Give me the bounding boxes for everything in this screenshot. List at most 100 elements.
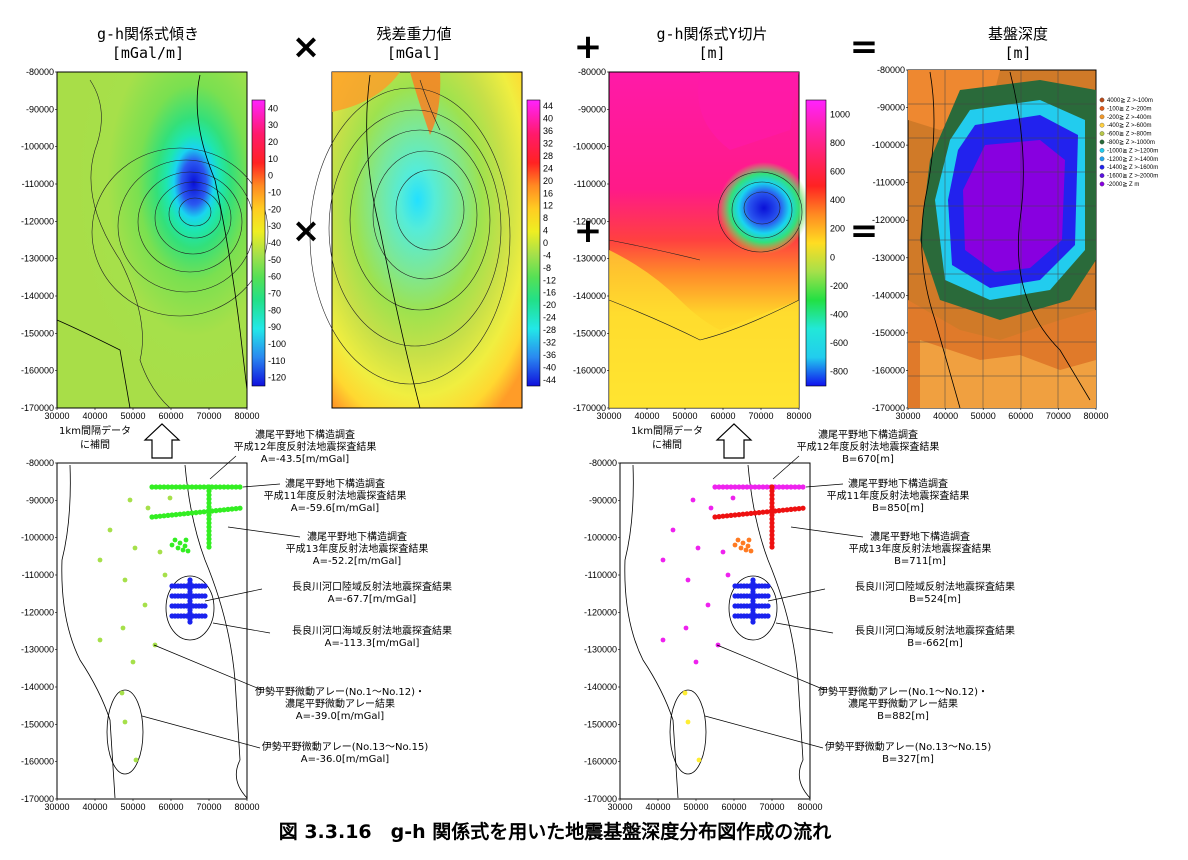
colorbar-label: 28 bbox=[543, 151, 553, 161]
y-tick-label: -90000 bbox=[578, 104, 606, 114]
x-tick-label: 40000 bbox=[82, 802, 107, 812]
survey-point bbox=[736, 484, 742, 490]
y-tick-label: -130000 bbox=[573, 254, 606, 264]
leader-line bbox=[775, 622, 834, 634]
x-tick-label: 60000 bbox=[1008, 411, 1033, 421]
survey-point bbox=[765, 593, 771, 599]
survey-point bbox=[169, 484, 175, 490]
survey-point bbox=[177, 511, 183, 517]
colorbar-label: -200 bbox=[830, 281, 848, 291]
survey-point bbox=[695, 545, 701, 551]
map-depth-grid bbox=[908, 70, 1096, 408]
colorbar-label: -44 bbox=[543, 375, 556, 385]
y-tick-label: -150000 bbox=[584, 719, 617, 729]
survey-point bbox=[189, 510, 195, 516]
survey-point bbox=[740, 511, 746, 517]
colorbar-label: -30 bbox=[268, 221, 281, 231]
y-tick-label: -170000 bbox=[872, 403, 905, 413]
survey-point bbox=[670, 527, 676, 533]
colorbar-label: 0 bbox=[543, 238, 548, 248]
y-tick-label: -120000 bbox=[872, 215, 905, 225]
axes-bottom: -80000 -90000 -100000 -110000 -120000 -130000… bbox=[21, 458, 823, 812]
leader-line bbox=[716, 644, 826, 691]
survey-point bbox=[720, 484, 726, 490]
legend-swatch bbox=[1099, 181, 1105, 187]
survey-point bbox=[769, 496, 775, 502]
title-slope-line1: g-h関係式傾き bbox=[97, 25, 199, 43]
survey-point bbox=[716, 514, 722, 520]
title-residual-line2: [mGal] bbox=[387, 44, 441, 62]
colorbar-label: -60 bbox=[268, 272, 281, 282]
map-intercept-contours bbox=[608, 171, 803, 341]
y-tick-label: -80000 bbox=[589, 458, 617, 468]
colorbar-label: 600 bbox=[830, 167, 845, 177]
survey-point bbox=[800, 484, 806, 490]
survey-point bbox=[769, 504, 775, 510]
y-tick-label: -110000 bbox=[22, 570, 54, 580]
survey-point bbox=[796, 484, 802, 490]
survey-point bbox=[161, 484, 167, 490]
survey-point bbox=[732, 512, 738, 518]
colorbar-label: -4 bbox=[543, 250, 551, 260]
survey-point bbox=[720, 549, 726, 555]
x-tick-label: 30000 bbox=[895, 411, 920, 421]
survey-point bbox=[769, 492, 775, 498]
y-tick-label: -130000 bbox=[872, 253, 905, 263]
survey-point bbox=[206, 516, 212, 522]
survey-point bbox=[206, 492, 212, 498]
y-tick-label: -120000 bbox=[584, 607, 617, 617]
y-tick-label: -90000 bbox=[26, 495, 54, 505]
survey-point bbox=[217, 484, 223, 490]
leader-line bbox=[204, 588, 263, 602]
survey-point bbox=[213, 484, 219, 490]
survey-point bbox=[720, 513, 726, 519]
survey-point bbox=[788, 484, 794, 490]
title-residual-line1: 残差重力値 bbox=[376, 25, 451, 43]
annotation-line: 平成11年度反射法地震探査結果 bbox=[827, 489, 970, 502]
survey-point bbox=[683, 625, 689, 631]
legend-label: -600≧ Z >-800m bbox=[1107, 132, 1152, 138]
survey-point bbox=[177, 540, 183, 546]
y-tick-label: -100000 bbox=[584, 533, 617, 543]
colorbar-label: -110 bbox=[268, 356, 285, 366]
interp-label-right-2: に補間 bbox=[652, 438, 682, 451]
survey-point bbox=[769, 508, 775, 514]
survey-point bbox=[760, 509, 766, 515]
survey-point bbox=[185, 510, 191, 516]
annotation-line: 伊勢平野微動アレー(No.1～No.12)・ bbox=[818, 685, 988, 698]
colorbar-label: 800 bbox=[830, 138, 845, 148]
y-tick-label: -120000 bbox=[21, 607, 54, 617]
times-operator-mid: × bbox=[292, 211, 321, 251]
survey-point bbox=[728, 512, 734, 519]
survey-point bbox=[730, 495, 736, 501]
y-tick-label: -170000 bbox=[573, 403, 606, 413]
survey-point bbox=[201, 484, 207, 490]
survey-point bbox=[201, 509, 207, 515]
colorbar-slope: 40 30 20 10 0 -10 -20 -30 -40 -50 -60 -70 -80 -90 -100… bbox=[251, 99, 286, 387]
survey-point bbox=[743, 547, 749, 553]
title-intercept-line1: g-h関係式Y切片 bbox=[656, 25, 767, 43]
map-residual-field bbox=[331, 71, 523, 409]
survey-point bbox=[182, 543, 188, 549]
survey-point bbox=[735, 537, 741, 543]
annotation-line: 伊勢平野微動アレー(No.13～No.15) bbox=[262, 740, 429, 753]
annotation-line: A=-52.2[m/mGal] bbox=[313, 556, 402, 567]
survey-point bbox=[157, 484, 163, 490]
y-tick-label: -100000 bbox=[21, 533, 54, 543]
y-tick-label: -150000 bbox=[21, 328, 54, 338]
times-operator-top: × bbox=[292, 27, 321, 67]
colorbar-label: 0 bbox=[268, 171, 273, 181]
annotation-line: A=-43.5[m/mGal] bbox=[261, 454, 350, 465]
legend-swatch bbox=[1099, 97, 1105, 103]
y-tick-label: -150000 bbox=[872, 328, 905, 338]
survey-point bbox=[784, 484, 790, 490]
map-depth bbox=[907, 69, 1097, 409]
survey-point bbox=[162, 572, 168, 578]
survey-point bbox=[690, 497, 696, 503]
x-tick-label: 40000 bbox=[933, 411, 958, 421]
survey-point bbox=[173, 484, 179, 490]
axes-top: -80000-90000-100000-110000-120000-130000… bbox=[21, 65, 1109, 421]
interp-arrow-right: 1km間隔データ に補間 bbox=[631, 423, 753, 459]
survey-point bbox=[732, 542, 738, 548]
